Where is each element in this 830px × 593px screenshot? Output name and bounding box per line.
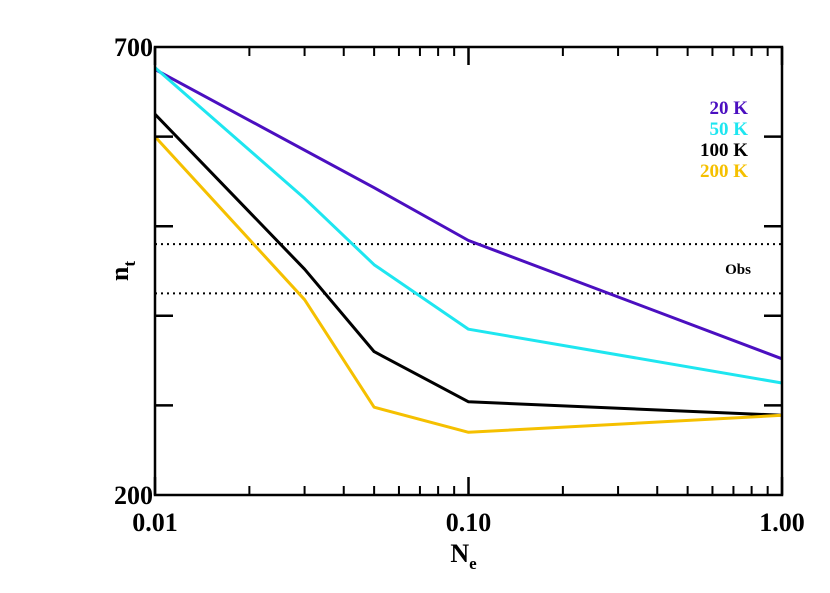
y-tick-label: 700	[114, 33, 153, 62]
y-axis-label: nt	[105, 261, 139, 281]
x-axis-label-main: N	[450, 539, 469, 568]
x-tick-label: 0.01	[132, 508, 178, 537]
y-axis-label-main: n	[105, 266, 134, 281]
legend-entry-50k: 50 K	[709, 119, 748, 140]
x-tick-label: 1.00	[759, 508, 805, 537]
legend-entry-100k: 100 K	[700, 140, 748, 161]
x-axis-label: Ne	[450, 539, 477, 573]
plot-frame	[153, 45, 784, 497]
series-line-200k	[153, 135, 783, 434]
legend-entry-20k: 20 K	[709, 98, 748, 119]
series-line-20k	[154, 68, 783, 361]
tick-labels: 0.01 0.10 1.00 200 700	[114, 33, 805, 537]
y-tick-label: 200	[114, 481, 153, 510]
y-axis-label-subscript: t	[120, 261, 139, 267]
reference-lines	[155, 243, 782, 295]
ticks-layer	[153, 47, 784, 495]
legend-entry-200k: 200 K	[700, 161, 748, 182]
series-line-100k	[153, 113, 783, 417]
x-axis-label-subscript: e	[469, 554, 477, 573]
x-tick-label: 0.10	[446, 508, 492, 537]
series-layer	[153, 66, 783, 434]
obs-annotation: Obs	[725, 262, 751, 278]
series-line-50k	[154, 66, 783, 385]
